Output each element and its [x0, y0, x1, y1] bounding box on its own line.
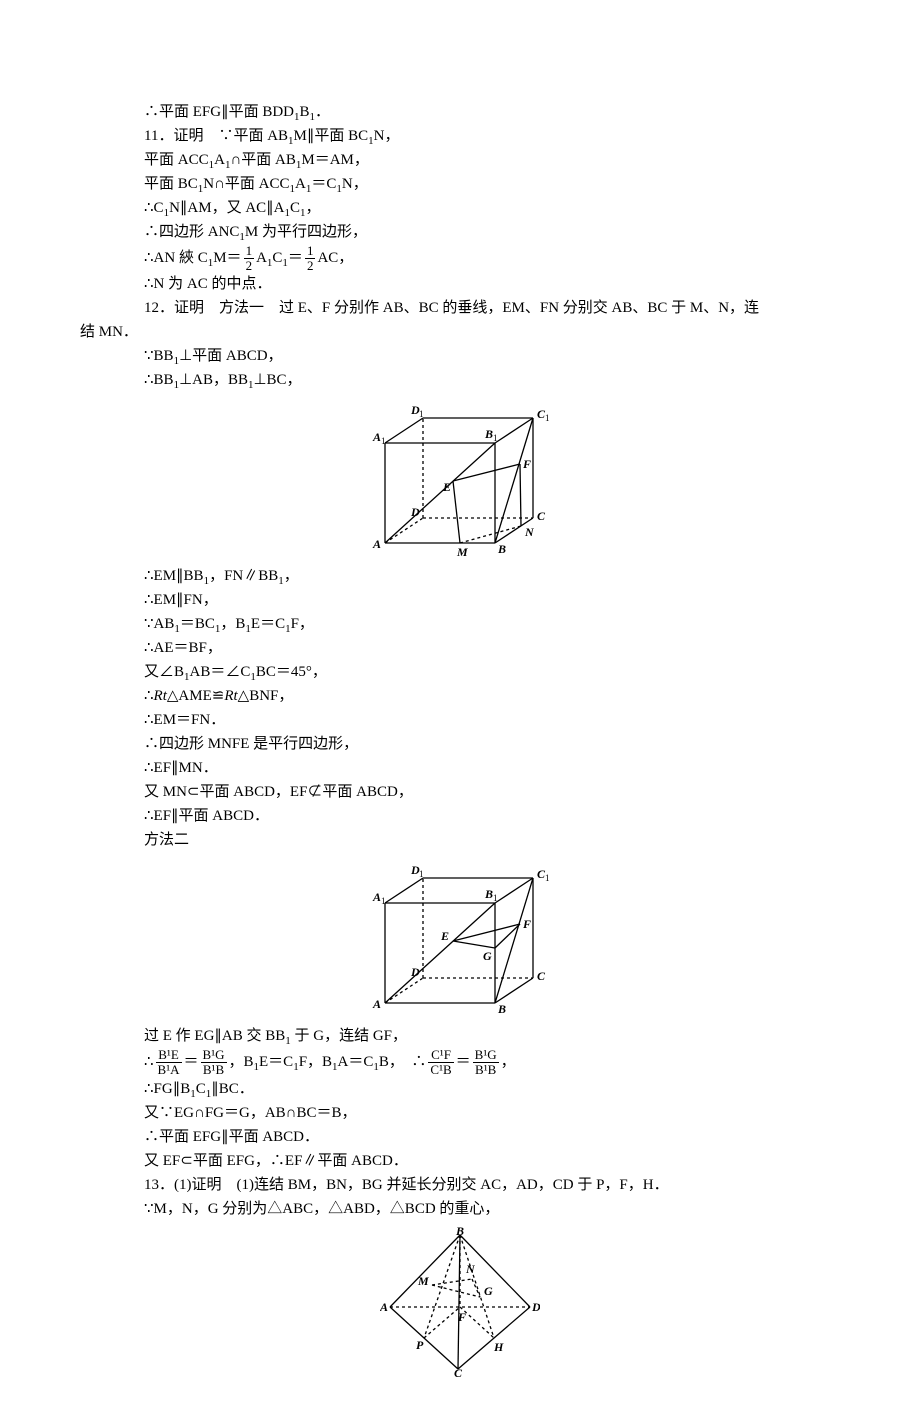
- text-line: ∵AB1＝BC1，B1E＝C1F，: [80, 612, 840, 636]
- text-line: 结 MN．: [80, 320, 840, 344]
- page-content: ∴平面 EFG∥平面 BDD1B1．11．证明 ∵平面 AB1M∥平面 BC1N…: [0, 0, 920, 1423]
- text-line: 又 MN⊂平面 ABCD，EF⊄平面 ABCD，: [80, 780, 840, 804]
- text-line: 过 E 作 EG∥AB 交 BB1 于 G，连结 GF，: [80, 1024, 840, 1048]
- svg-text:B: B: [484, 887, 493, 901]
- text-line: ∴AN 綊 C1M＝12A1C1＝12AC，: [80, 244, 840, 272]
- svg-text:N: N: [465, 1262, 476, 1276]
- text-line: ∴EM∥FN，: [80, 588, 840, 612]
- svg-text:B: B: [455, 1227, 464, 1238]
- svg-text:H: H: [493, 1340, 504, 1354]
- svg-text:G: G: [484, 1284, 493, 1298]
- svg-text:1: 1: [381, 436, 386, 446]
- text-line: 又 EF⊂平面 EFG，∴EF∥平面 ABCD．: [80, 1149, 840, 1173]
- svg-text:1: 1: [381, 896, 386, 906]
- svg-text:B: B: [497, 542, 506, 556]
- svg-text:A: A: [372, 890, 381, 904]
- svg-text:M: M: [417, 1274, 429, 1288]
- text-line: 平面 ACC1A1∩平面 AB1M＝AM，: [80, 148, 840, 172]
- text-line: ∴N 为 AC 的中点．: [80, 272, 840, 296]
- svg-text:1: 1: [493, 433, 498, 443]
- text-line: ∴AE＝BF，: [80, 636, 840, 660]
- text-line: ∴四边形 ANC1M 为平行四边形，: [80, 220, 840, 244]
- text-line: 13．(1)证明 (1)连结 BM，BN，BG 并延长分别交 AC，AD，CD …: [80, 1173, 840, 1197]
- svg-text:A: A: [372, 997, 381, 1011]
- svg-text:B: B: [484, 427, 493, 441]
- text-line: 11．证明 ∵平面 AB1M∥平面 BC1N，: [80, 124, 840, 148]
- svg-text:D: D: [410, 965, 420, 979]
- text-line: ∵M，N，G 分别为△ABC，△ABD，△BCD 的重心，: [80, 1197, 840, 1221]
- svg-text:E: E: [442, 480, 451, 494]
- text-line: ∴平面 EFG∥平面 ABCD．: [80, 1125, 840, 1149]
- svg-text:1: 1: [545, 873, 550, 883]
- text-line: ∴B¹EB¹A＝B¹GB¹B，B1E＝C1F，B1A＝C1B， ∴C¹FC¹B＝…: [80, 1048, 840, 1076]
- text-line: ∴四边形 MNFE 是平行四边形，: [80, 732, 840, 756]
- svg-text:D: D: [410, 505, 420, 519]
- svg-text:E: E: [440, 929, 449, 943]
- svg-text:1: 1: [545, 413, 550, 423]
- geometry-diagram: ABCDA1B1C1D1EFMN: [365, 398, 555, 558]
- svg-text:B: B: [497, 1002, 506, 1016]
- svg-text:G: G: [483, 949, 492, 963]
- svg-text:A: A: [372, 430, 381, 444]
- svg-text:C: C: [537, 509, 546, 523]
- text-line: 12．证明 方法一 过 E、F 分别作 AB、BC 的垂线，EM、FN 分别交 …: [80, 296, 840, 320]
- text-line: ∴EM＝FN．: [80, 708, 840, 732]
- text-line: 又∵EG∩FG＝G，AB∩BC＝B，: [80, 1101, 840, 1125]
- svg-text:1: 1: [419, 869, 424, 879]
- text-line: ∴EF∥MN．: [80, 756, 840, 780]
- svg-text:C: C: [537, 969, 546, 983]
- text-line: 方法二: [80, 828, 840, 852]
- svg-text:1: 1: [419, 409, 424, 419]
- text-line: 平面 BC1N∩平面 ACC1A1＝C1N，: [80, 172, 840, 196]
- text-line: ∴C1N∥AM，又 AC∥A1C1，: [80, 196, 840, 220]
- svg-text:N: N: [524, 525, 535, 539]
- text-line: ∴EF∥平面 ABCD．: [80, 804, 840, 828]
- text-line: ∴平面 EFG∥平面 BDD1B1．: [80, 100, 840, 124]
- svg-text:P: P: [416, 1338, 424, 1352]
- text-line: ∴Rt△AME≌Rt△BNF，: [80, 684, 840, 708]
- svg-text:1: 1: [493, 893, 498, 903]
- svg-text:F: F: [457, 1310, 466, 1324]
- text-line: 又∠B1AB＝∠C1BC＝45°，: [80, 660, 840, 684]
- text-line: ∴EM∥BB1，FN∥BB1，: [80, 564, 840, 588]
- svg-text:C: C: [454, 1366, 463, 1377]
- svg-text:F: F: [522, 917, 531, 931]
- geometry-diagram: ABCDA1B1C1D1EFG: [365, 858, 555, 1018]
- text-line: ∵BB1⊥平面 ABCD，: [80, 344, 840, 368]
- svg-text:A: A: [372, 537, 381, 551]
- text-line: ∴FG∥B1C1∥BC．: [80, 1077, 840, 1101]
- text-line: ∴BB1⊥AB，BB1⊥BC，: [80, 368, 840, 392]
- svg-text:F: F: [522, 457, 531, 471]
- svg-text:M: M: [456, 545, 468, 558]
